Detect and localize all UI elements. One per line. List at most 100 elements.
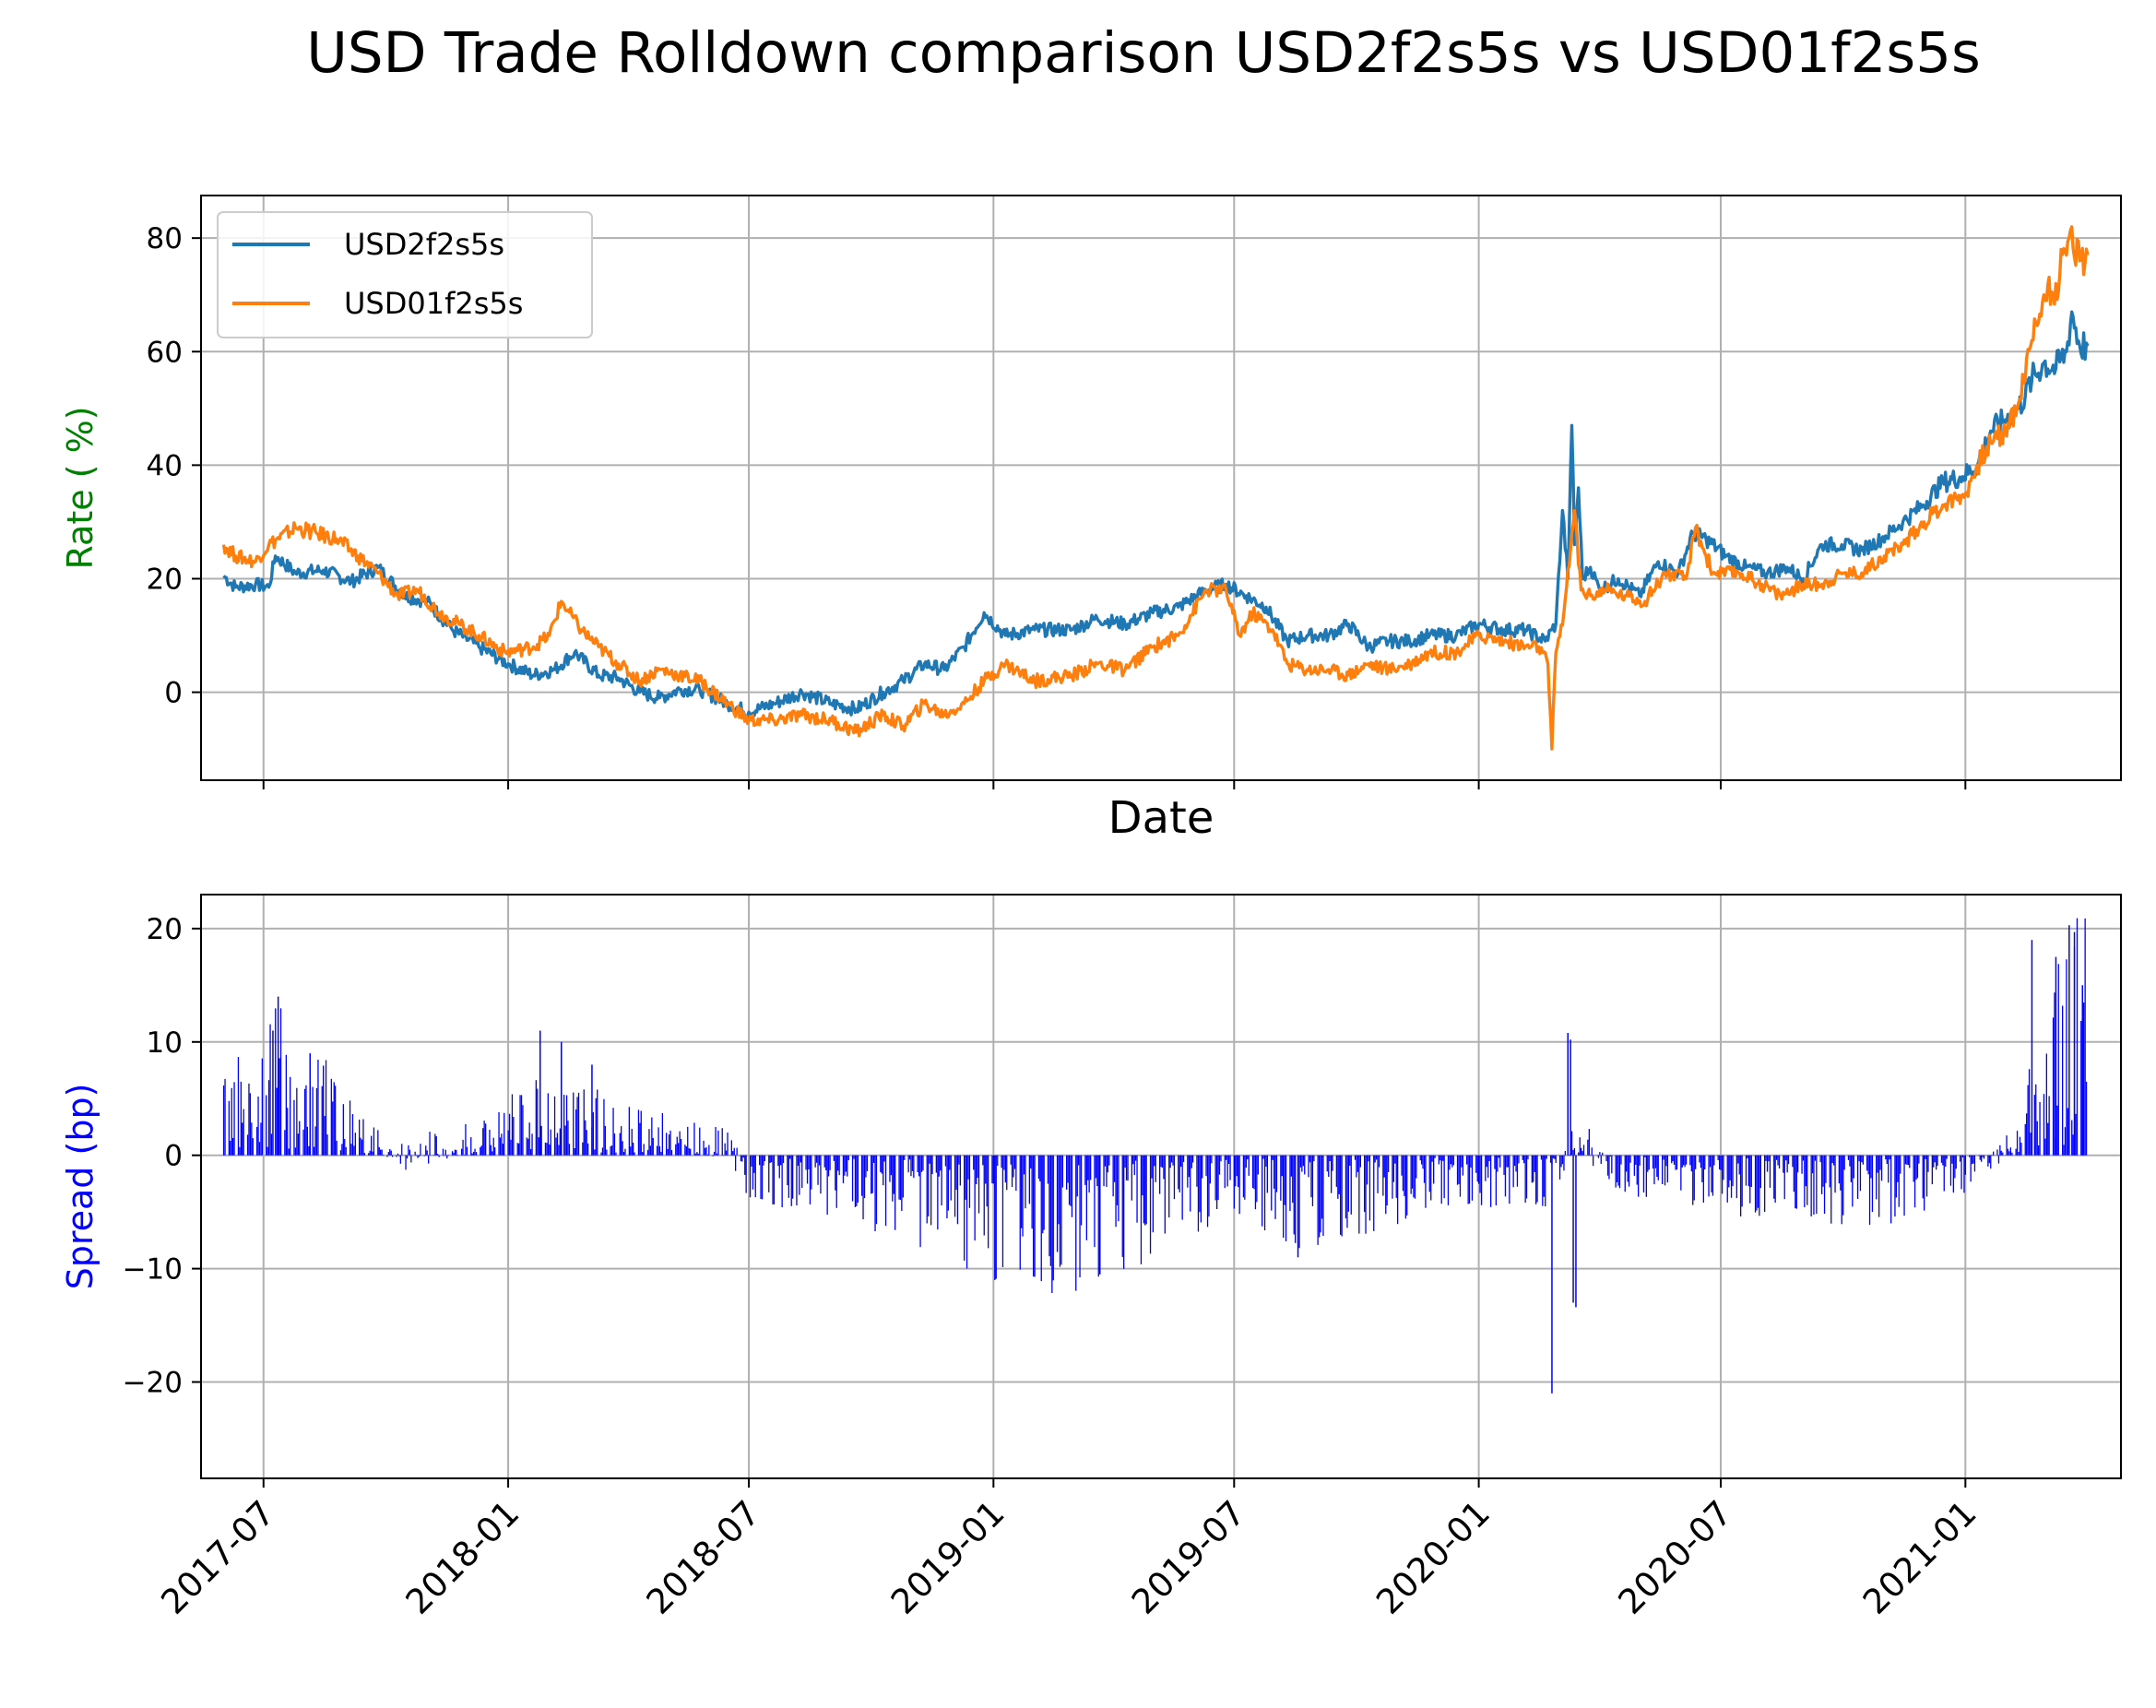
spread-bar [1106, 1155, 1108, 1187]
spread-bar [1265, 1155, 1267, 1167]
spread-bar [408, 1145, 409, 1156]
spread-bar [973, 1155, 975, 1170]
spread-bar [336, 1140, 338, 1156]
x-axis [262, 780, 1967, 789]
spread-bar [1579, 1137, 1581, 1156]
spread-bar [1804, 1155, 1806, 1207]
spread-bar [928, 1155, 930, 1216]
spread-bars [222, 918, 2088, 1394]
spread-spike-bar [2068, 925, 2070, 1156]
spread-bar [490, 1145, 492, 1156]
spread-bar [907, 1155, 909, 1173]
spread-bar [1163, 1155, 1165, 1180]
spread-bar [1858, 1155, 1860, 1162]
spread-bar [1289, 1155, 1291, 1211]
spread-bar [1274, 1155, 1276, 1219]
spread-bar [703, 1140, 705, 1156]
spread-bar [947, 1155, 949, 1211]
spread-bar [1341, 1155, 1343, 1237]
spread-bar [1266, 1155, 1268, 1193]
spread-bar [688, 1148, 690, 1156]
spread-bar [1475, 1155, 1477, 1173]
spread-bar [603, 1098, 605, 1156]
spread-bar [847, 1155, 849, 1161]
spread-bar [1647, 1155, 1649, 1172]
spread-bar [1816, 1155, 1818, 1215]
spread-bar [1123, 1155, 1125, 1269]
spread-bar [770, 1155, 773, 1163]
spread-bar [1890, 1155, 1892, 1224]
spread-bar [1639, 1155, 1641, 1166]
spread-bar [1615, 1155, 1617, 1188]
spread-bar [1709, 1155, 1712, 1168]
spread-bar [1729, 1155, 1731, 1180]
spread-bar [1988, 1155, 1990, 1164]
spread-bar [314, 1126, 316, 1156]
spread-bar [381, 1149, 383, 1156]
spread-bar [1196, 1155, 1198, 1187]
spread-bar [363, 1153, 365, 1156]
spread-bar [1546, 1155, 1547, 1159]
spread-bar [705, 1146, 707, 1156]
spread-bar [666, 1133, 668, 1156]
y-axis-label: Spread (bp) [60, 1084, 101, 1290]
spread-bar [1413, 1155, 1415, 1198]
spread-bar [967, 1155, 969, 1180]
spread-bar [1108, 1155, 1110, 1166]
spread-bar [768, 1155, 770, 1192]
spread-bar [492, 1137, 494, 1156]
spread-bar [1997, 1155, 2000, 1164]
spread-bar [1338, 1155, 1340, 1194]
spread-bar [1597, 1155, 1600, 1158]
spread-bar [305, 1085, 307, 1156]
spread-bar [974, 1155, 976, 1241]
spread-bar [1927, 1155, 1929, 1172]
spread-bar [1308, 1155, 1309, 1178]
spread-bar [1842, 1155, 1844, 1216]
spread-bar [2056, 1105, 2058, 1156]
spread-bar [432, 1155, 434, 1156]
spread-bar [806, 1155, 809, 1184]
spread-bar [621, 1126, 622, 1156]
spread-bar [435, 1136, 437, 1156]
spread-bar [1376, 1155, 1378, 1160]
spread-bar [1332, 1155, 1333, 1171]
spread-bar [1524, 1155, 1526, 1204]
spread-bar [643, 1144, 645, 1156]
spread-bar [1880, 1155, 1883, 1181]
spread-bar [1545, 1155, 1546, 1207]
spread-bar [434, 1133, 436, 1156]
spread-bar [1236, 1155, 1238, 1177]
spread-bar [657, 1127, 659, 1156]
spread-bar [261, 1058, 263, 1156]
spread-bar [937, 1155, 939, 1230]
spread-bar [389, 1149, 391, 1156]
spread-bar [1666, 1155, 1668, 1183]
spread-bar [1466, 1155, 1468, 1165]
spread-bar [950, 1155, 952, 1201]
spread-bar [1499, 1155, 1501, 1168]
spread-bar [333, 1082, 335, 1156]
spread-bar [1229, 1155, 1231, 1180]
spread-bar [556, 1133, 559, 1156]
spread-bar [1425, 1155, 1427, 1208]
spread-bar [592, 1112, 594, 1156]
spread-bar [1750, 1155, 1752, 1187]
spread-bar [600, 1152, 602, 1156]
spread-bar [1317, 1155, 1319, 1245]
spread-bar [1328, 1155, 1330, 1178]
spread-bar [612, 1108, 614, 1156]
spread-bar [2043, 1094, 2045, 1156]
spread-bar [1001, 1155, 1004, 1267]
spread-bar [1104, 1155, 1107, 1167]
spread-bar [1713, 1155, 1715, 1166]
spread-bar [1298, 1155, 1300, 1249]
spread-bar [787, 1155, 788, 1186]
spread-bar [2047, 1122, 2049, 1156]
spread-bar [1030, 1155, 1032, 1168]
spread-bar [465, 1124, 467, 1156]
spread-bar [287, 1108, 289, 1156]
spread-bar [1003, 1155, 1005, 1170]
spread-bar [555, 1137, 557, 1156]
